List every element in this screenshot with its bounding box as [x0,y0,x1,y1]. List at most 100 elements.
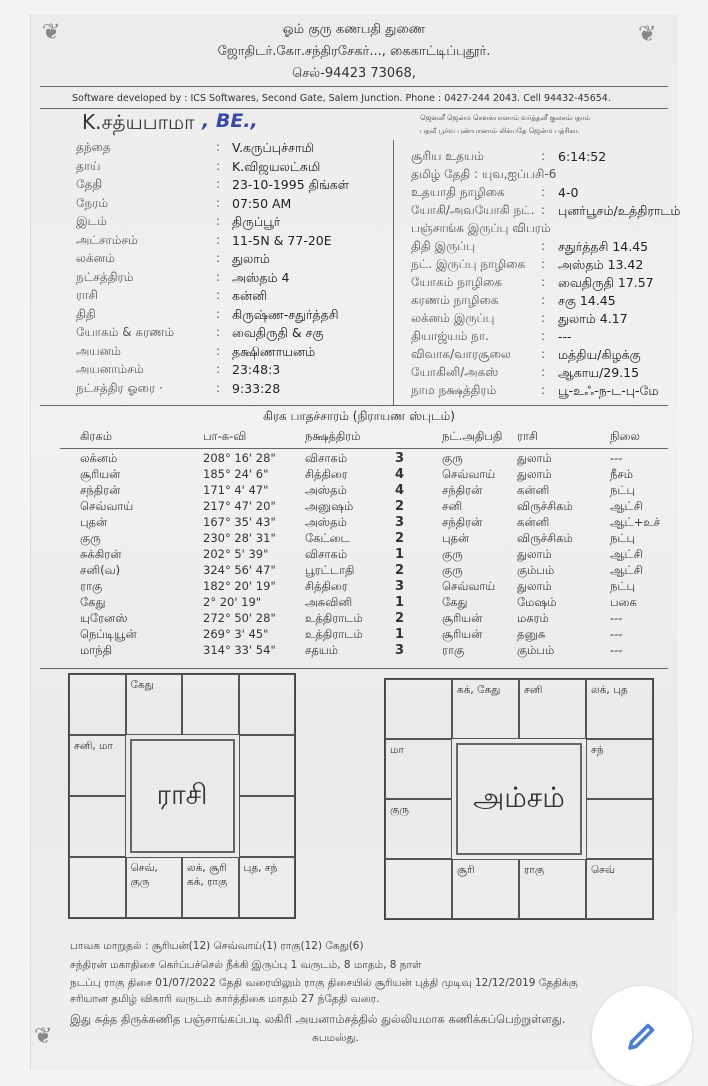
chart-house: கக், கேது [452,679,519,739]
table-cell: கன்னி [517,483,550,497]
table-cell: செவ்வாய் [442,467,496,481]
pencil-icon [628,1023,655,1050]
colon: : [216,306,221,321]
table-cell: அஸ்தம் [305,483,347,497]
table-cell: ஆட்சி [610,547,643,561]
table-cell: சந்திரன் [442,515,483,529]
panchang-label: கரணம் நாழிகை [411,293,499,307]
colon: : [216,325,221,339]
table-cell: சந்திரன் [442,483,483,497]
chart-house [69,674,126,735]
panchang-value: அஸ்தம் 13.42 [558,257,644,272]
column-header: நட்.அதிபதி [442,429,503,443]
detail-label: தந்தை [76,140,111,154]
panchang-value: 6:14:52 [558,149,607,164]
table-cell: கேது [80,595,106,609]
detail-value: கிருஷ்ண-சதுர்த்தசி [232,306,339,322]
chart-house: லக், சூரி கக், ராகு [182,857,239,918]
chart-house [69,796,126,857]
table-cell: 217° 47' 20" [203,499,276,513]
panchang-label: லக்னம் இருப்பு [411,311,495,325]
detail-value: 11-5N & 77-20E [232,232,332,248]
table-cell: விசாகம் [305,451,348,465]
chart-house: சனி, மா [69,735,126,796]
panchang-value: சதுர்த்தசி 14.45 [558,239,649,254]
table-cell: விசாகம் [305,547,348,561]
detail-label: அயனம் [76,343,121,358]
panchang-value: ஆகாய/29.15 [558,365,640,380]
chart-house: மா [385,739,452,799]
colon: : [541,257,546,271]
table-cell: ராகு [80,579,103,593]
header-line-3: செல்-94423 73068, [292,66,416,81]
footer-line: பாவக மாறுதல் : சூரியன்(12) செவ்வாய்(1) ர… [70,940,364,952]
column-header: கிரகம் [80,429,112,443]
table-title: கிரக பாதச்சாரம் (நிராயண ஸ்புடம்) [263,409,455,423]
header-line-2: ஜோதிடர்.கோ.சந்திரசேகர்..., கைகாட்டிப்புத… [217,44,491,59]
table-cell: மாந்தி [80,643,113,657]
column-header: ராசி [517,429,538,443]
table-cell: --- [610,643,623,657]
detail-value: 9:33:28 [232,380,281,396]
handwritten-degree: , BE., [202,110,258,132]
table-cell: குரு [442,563,463,577]
panchang-label: தமிழ் தேதி : யுவ,ஐப்பசி-6 [411,167,557,181]
detail-value: துலாம் [232,251,270,266]
software-credit: Software developed by : ICS Softwares, S… [72,93,611,104]
colon: : [541,203,546,217]
detail-label: நேரம் [76,195,109,210]
table-cell: 4 [395,483,405,498]
table-cell: சித்திரை [305,467,348,481]
detail-value: V.கருப்புச்சாமி [232,140,314,155]
panchang-label: யோகம் நாழிகை [411,275,503,289]
table-cell: குரு [442,547,463,561]
detail-value: 23:48:3 [232,362,281,377]
table-cell: நட்பு [610,531,636,545]
panchang-value: துலாம் 4.17 [558,311,628,326]
chart-house: சூரி [452,859,519,919]
panchang-label: தியாஜ்யம் நா. [411,329,489,343]
table-cell: 2 [395,611,405,626]
table-cell: சந்திரன் [80,483,121,497]
table-cell: விருச்சிகம் [517,499,573,513]
blessing-line: பதவீ பூர்வ புண்யானாம் லிக்யதே ஜென்ம பத்ர… [420,127,580,135]
table-cell: உத்திராடம் [305,611,363,625]
table-cell: யுரேனஸ் [80,611,128,625]
table-cell: ஆட்சி [610,499,643,513]
colon: : [541,383,546,397]
chart-house: கேது [125,674,182,735]
chart-title: ராசி [129,739,235,853]
colon: : [216,380,221,395]
detail-label: அட்சாம்சம் [76,232,138,247]
table-cell: அனுஷம் [305,499,354,513]
table-cell: செவ்வாய் [80,499,134,513]
column-header: பா-க-வி [203,429,247,443]
table-cell: ராகு [442,643,465,657]
detail-label: நட்சத்திரம் [76,269,134,284]
table-cell: 3 [395,515,405,530]
table-cell: குரு [442,451,463,465]
panchang-value: சகு 14.45 [558,293,616,308]
table-cell: --- [610,451,623,465]
table-cell: செவ்வாய் [442,579,496,593]
colon: : [216,158,221,173]
colon: : [541,275,546,289]
detail-label: நட்சத்திர ஓரை · [76,380,163,395]
panchang-value: 4-0 [558,185,579,200]
table-cell: நீசம் [610,467,633,481]
chart-house: குரு [385,799,452,859]
table-cell: லக்னம் [80,451,118,465]
panchang-label: யோகி/அவயோகி நட். [411,203,535,217]
colon: : [541,365,546,379]
colon: : [216,232,221,247]
edit-button[interactable] [592,986,692,1086]
table-cell: கேட்டை [305,531,350,545]
table-cell: கன்னி [517,515,550,529]
chart-house [182,674,239,735]
detail-label: யோகம் & கரணம் [76,325,175,339]
divider [40,405,668,406]
table-cell: 2° 20' 19" [203,595,262,609]
chart-house [238,674,295,735]
panchang-value: பூ-உஃ-ந-ட-பு-மே [558,383,659,398]
table-cell: மகரம் [517,611,549,625]
